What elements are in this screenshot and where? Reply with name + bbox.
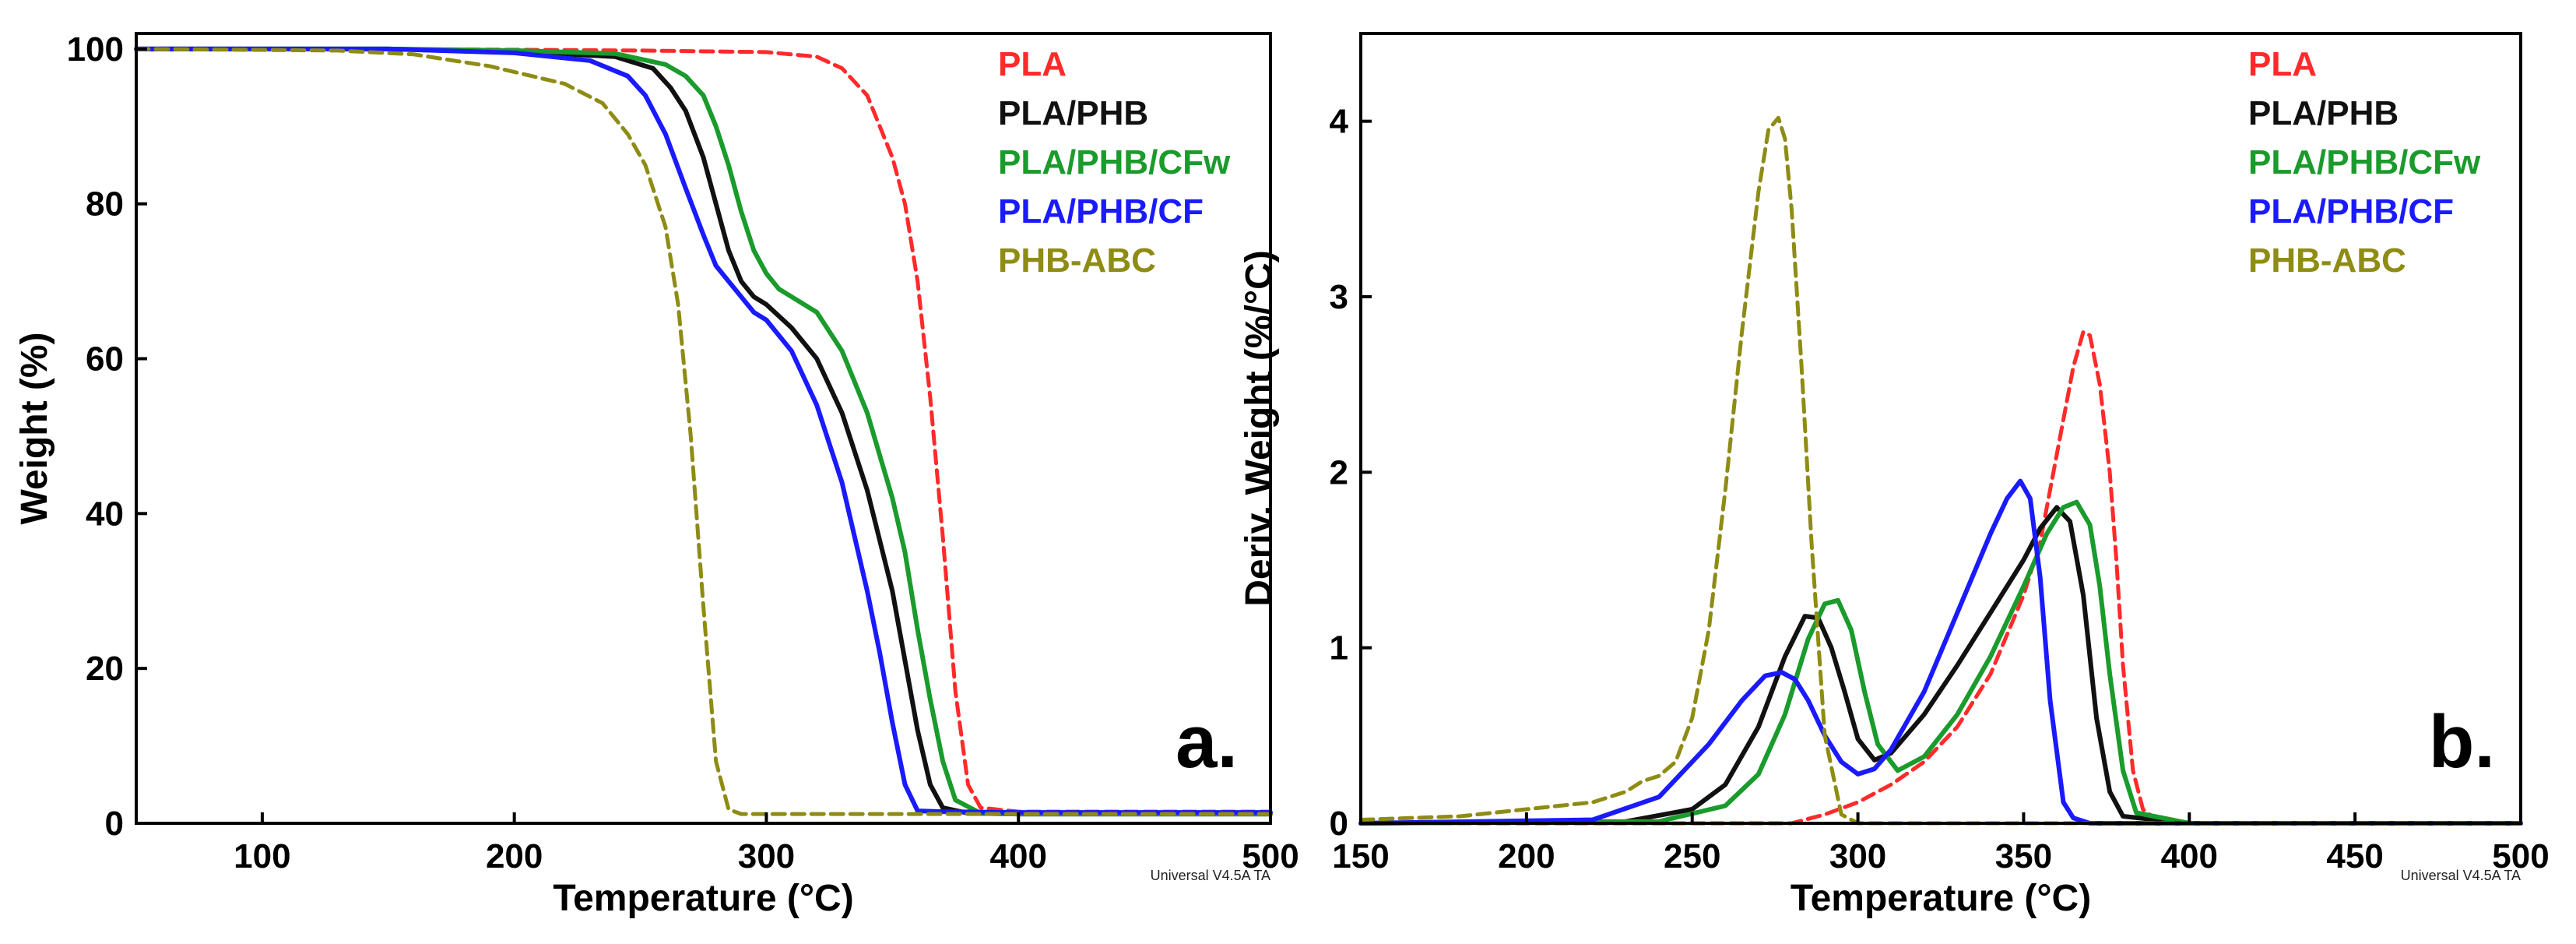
- x-tick-label: 500: [1242, 837, 1299, 875]
- series-line-pla: [1358, 329, 2523, 826]
- x-tick-label: 400: [990, 837, 1047, 875]
- chart-panel-1: 100 200 300 400 500 0 20 40 60 80 100 Temperature (…: [14, 30, 1299, 919]
- legend-entry: PLA/PHB/CF: [2248, 192, 2454, 231]
- y-tick-label: 0: [1330, 805, 1348, 843]
- series-line-pla-phb: [1358, 505, 2523, 826]
- x-tick-label: 450: [2326, 837, 2383, 875]
- x-tick-label: 300: [1829, 837, 1886, 875]
- legend: PLA PLA/PHB PLA/PHB/CFw PLA/PHB/CF PHB-ABC: [2248, 45, 2481, 280]
- panel-label: a.: [1176, 700, 1238, 784]
- y-tick-label: 1: [1330, 629, 1348, 667]
- legend-entry: PLA/PHB/CF: [998, 192, 1204, 231]
- legend-entry: PLA: [2248, 45, 2317, 83]
- series-line-phb-abc: [134, 47, 1273, 816]
- legend-entry: PLA/PHB/CFw: [998, 143, 1231, 181]
- x-axis-title: Temperature (°C): [553, 878, 853, 919]
- x-tick-label: 400: [2161, 837, 2218, 875]
- legend: PLA PLA/PHB PLA/PHB/CFw PLA/PHB/CF PHB-ABC: [998, 45, 1231, 280]
- series-line-phb-abc: [1358, 115, 2523, 826]
- y-tick-label: 60: [86, 340, 124, 379]
- y-tick-label: 40: [86, 495, 124, 533]
- series-line-pla-phb-cfw: [1358, 499, 2523, 826]
- legend-entry: PLA/PHB/CFw: [2248, 143, 2481, 181]
- chart-panel-2: 150 200 250 300 350 400 450 500 0 1 2 3 4 Temperature…: [1239, 32, 2550, 919]
- x-axis-title: Temperature (°C): [1791, 878, 2091, 919]
- y-tick-label: 100: [67, 30, 124, 69]
- x-tick-label: 200: [486, 837, 543, 875]
- instrument-footnote: Universal V4.5A TA: [2401, 868, 2521, 883]
- y-axis-title: Deriv. Weight (%/°C): [1239, 250, 1280, 606]
- plot-frame: [135, 32, 1272, 825]
- instrument-footnote: Universal V4.5A TA: [1151, 868, 1270, 883]
- legend-entry: PLA/PHB: [2248, 94, 2399, 132]
- y-tick-label: 20: [86, 650, 124, 688]
- series-line-pla-phb: [134, 46, 1273, 817]
- y-tick-label: 2: [1330, 453, 1348, 491]
- legend-entry: PLA: [998, 45, 1067, 83]
- panel-label: b.: [2429, 700, 2495, 784]
- plot-frame: [1359, 32, 2522, 825]
- y-tick-label: 4: [1330, 103, 1349, 141]
- legend-entry: PHB-ABC: [998, 241, 1156, 280]
- series-line-pla-phb-cf: [134, 46, 1273, 815]
- series-line-pla: [134, 47, 1273, 814]
- x-tick-label: 150: [1332, 837, 1389, 875]
- y-tick-label: 3: [1330, 278, 1348, 316]
- legend-entry: PLA/PHB: [998, 94, 1148, 132]
- y-tick-label: 80: [86, 185, 124, 224]
- series-line-pla-phb-cfw: [134, 46, 1273, 817]
- legend-entry: PHB-ABC: [2248, 241, 2406, 280]
- x-tick-label: 300: [738, 837, 795, 875]
- x-tick-label: 250: [1664, 837, 1720, 875]
- y-tick-label: 0: [105, 805, 124, 843]
- x-tick-label: 100: [234, 837, 290, 875]
- x-tick-label: 200: [1498, 837, 1555, 875]
- x-tick-label: 350: [1995, 837, 2052, 875]
- y-axis-title: Weight (%): [14, 332, 55, 524]
- series-line-pla-phb-cf: [1358, 478, 2523, 826]
- x-tick-label: 500: [2492, 837, 2549, 875]
